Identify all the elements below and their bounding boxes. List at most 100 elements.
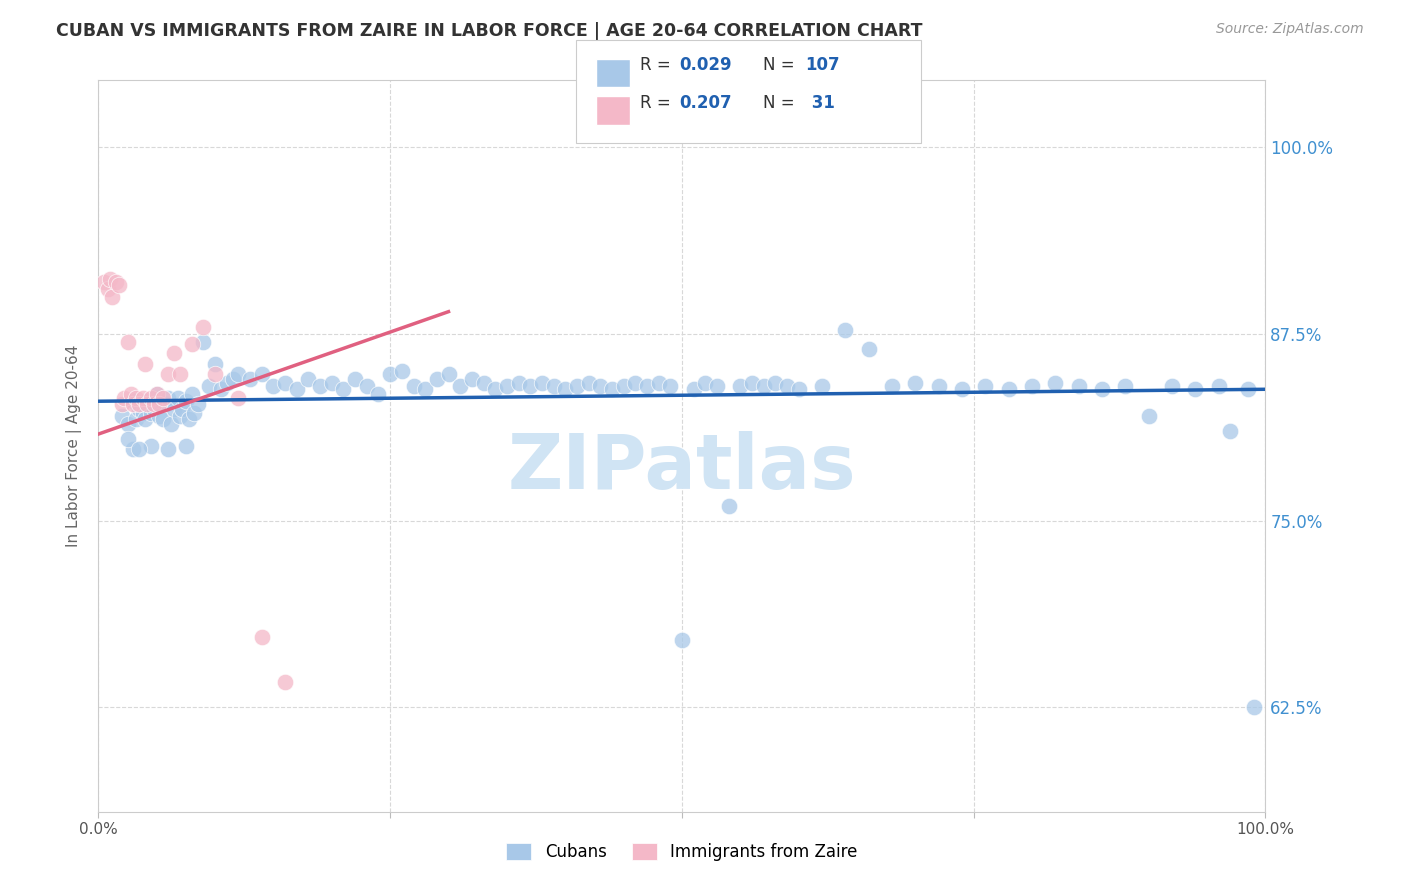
Point [624,376,647,391]
Point [461,372,484,386]
Point [139,391,162,405]
Point [380,368,402,382]
Text: ZIPatlas: ZIPatlas [508,431,856,505]
Point [321,376,343,391]
Point [101,290,124,304]
Point [519,379,541,393]
Point [134,412,156,426]
Point [174,439,197,453]
Point [136,397,159,411]
Point [717,499,740,513]
Point [146,386,169,401]
Point [169,409,191,424]
Point [496,379,519,393]
Point [157,368,180,382]
Point [128,401,150,416]
Point [274,674,297,689]
Point [163,401,186,416]
Point [136,394,159,409]
Point [297,372,319,386]
Point [426,372,449,386]
Point [169,368,191,382]
Point [117,417,139,431]
Point [1243,700,1265,714]
Point [530,376,553,391]
Y-axis label: In Labor Force | Age 20-64: In Labor Force | Age 20-64 [66,345,83,547]
Point [250,630,273,644]
Point [997,382,1019,396]
Text: 0.207: 0.207 [679,94,731,112]
Point [139,439,162,453]
Point [117,334,139,349]
Point [682,382,704,396]
Point [543,379,565,393]
Point [413,382,436,396]
Point [565,379,588,393]
Point [104,275,127,289]
Text: R =: R = [640,56,676,74]
Point [204,357,226,371]
Point [172,401,194,416]
Point [578,376,600,391]
Text: 0.029: 0.029 [679,56,731,74]
Point [209,382,232,396]
Point [659,379,682,393]
Point [250,368,273,382]
Point [274,376,297,391]
Point [108,277,131,292]
Point [125,412,148,426]
Point [1021,379,1043,393]
Point [228,391,250,405]
Point [437,368,460,382]
Text: N =: N = [763,56,800,74]
Point [179,412,201,426]
Point [143,397,166,411]
Point [811,379,834,393]
Point [139,406,162,420]
Point [1184,382,1206,396]
Point [166,391,188,405]
Point [1137,409,1160,424]
Point [120,386,142,401]
Point [344,372,367,386]
Point [148,409,170,424]
Text: Source: ZipAtlas.com: Source: ZipAtlas.com [1216,22,1364,37]
Point [1045,376,1067,391]
Point [174,394,197,409]
Point [1208,379,1230,393]
Point [262,379,284,393]
Point [880,379,903,393]
Point [484,382,506,396]
Point [613,379,636,393]
Point [183,406,205,420]
Point [117,432,139,446]
Point [204,368,226,382]
Point [157,442,180,456]
Text: 107: 107 [806,56,841,74]
Point [193,334,215,349]
Point [112,391,135,405]
Point [98,272,121,286]
Point [122,397,145,411]
Point [143,401,166,416]
Point [671,633,693,648]
Point [1114,379,1136,393]
Point [93,275,115,289]
Text: 31: 31 [806,94,835,112]
Point [125,391,148,405]
Point [152,391,174,405]
Point [974,379,997,393]
Text: CUBAN VS IMMIGRANTS FROM ZAIRE IN LABOR FORCE | AGE 20-64 CORRELATION CHART: CUBAN VS IMMIGRANTS FROM ZAIRE IN LABOR … [56,22,922,40]
Point [1219,424,1241,438]
Text: R =: R = [640,94,676,112]
Point [146,386,169,401]
Point [111,409,134,424]
Point [309,379,332,393]
Point [128,442,150,456]
Text: N =: N = [763,94,800,112]
Point [741,376,763,391]
Point [636,379,658,393]
Point [148,397,170,411]
Point [128,397,150,411]
Point [367,386,389,401]
